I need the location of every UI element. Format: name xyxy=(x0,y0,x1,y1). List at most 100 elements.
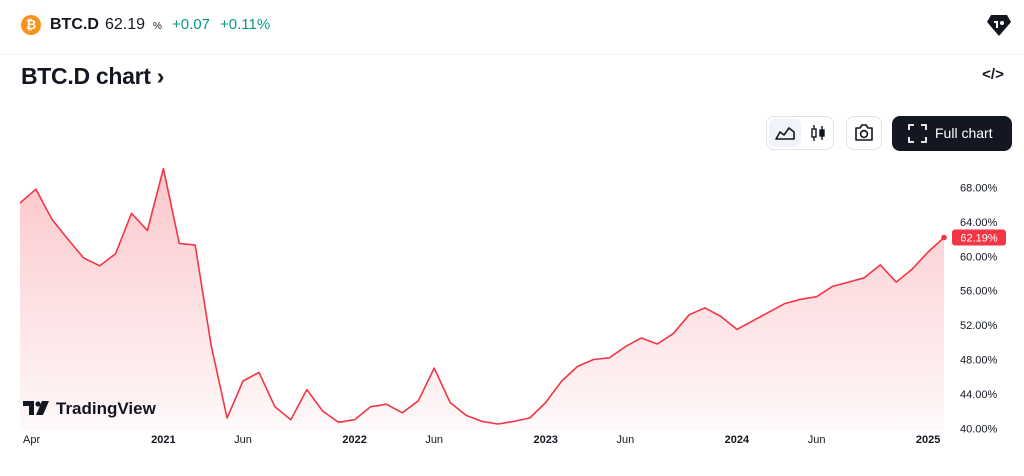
data-point xyxy=(480,419,484,423)
data-point xyxy=(161,166,165,170)
bitcoin-icon: ₿ xyxy=(21,15,41,35)
x-tick-label: Jun xyxy=(425,434,443,446)
data-point xyxy=(607,356,611,360)
data-point xyxy=(193,243,197,247)
data-point xyxy=(400,411,404,415)
last-value-label: 62.19% xyxy=(960,233,998,245)
data-point xyxy=(751,319,755,323)
chevron-right-icon: › xyxy=(156,63,165,89)
data-point xyxy=(113,252,117,256)
data-point xyxy=(448,400,452,404)
price-change: +0.07 xyxy=(172,16,210,33)
data-point xyxy=(129,211,133,215)
data-point xyxy=(82,256,86,260)
data-point xyxy=(98,264,102,268)
data-point xyxy=(368,405,372,409)
data-point xyxy=(66,237,70,241)
last-price: 62.19 xyxy=(105,16,146,33)
candles-chart-button[interactable] xyxy=(803,119,833,147)
tradingview-badge-icon[interactable] xyxy=(986,13,1012,37)
data-point xyxy=(671,332,675,336)
data-point xyxy=(910,267,914,271)
data-point xyxy=(719,314,723,318)
y-tick-label: 64.00% xyxy=(960,217,998,229)
y-tick-label: 68.00% xyxy=(960,183,998,195)
data-point xyxy=(591,357,595,361)
data-point xyxy=(145,228,149,232)
data-point xyxy=(512,419,516,423)
symbol-name[interactable]: BTC.D xyxy=(50,16,99,33)
data-point xyxy=(34,187,38,191)
data-point xyxy=(241,379,245,383)
full-chart-button[interactable]: Full chart xyxy=(892,116,1012,151)
x-tick-label: 2024 xyxy=(725,434,750,446)
price-unit: % xyxy=(153,21,162,32)
data-point xyxy=(305,387,309,391)
data-point xyxy=(273,405,277,409)
full-chart-label: Full chart xyxy=(935,125,993,141)
x-tick-label: Apr xyxy=(23,434,40,446)
data-point xyxy=(655,342,659,346)
fullscreen-icon xyxy=(908,124,927,143)
data-point xyxy=(209,344,213,348)
data-point xyxy=(384,402,388,406)
btc-dominance-area-chart[interactable]: 68.00% 64.00% 60.00% 56.00% 52.00% 48.00% 44.0… xyxy=(0,160,1024,476)
data-point xyxy=(862,276,866,280)
area-chart-icon xyxy=(775,127,795,140)
candles-icon xyxy=(811,125,825,141)
data-point xyxy=(336,420,340,424)
data-point xyxy=(639,336,643,340)
data-point xyxy=(830,284,834,288)
tradingview-logo-icon xyxy=(23,401,49,415)
tradingview-wordmark: TradingView xyxy=(56,399,156,418)
area-chart-button[interactable] xyxy=(769,119,801,147)
data-point xyxy=(783,301,787,305)
data-point xyxy=(416,399,420,403)
y-tick-label: 56.00% xyxy=(960,286,998,298)
data-point xyxy=(623,344,627,348)
data-point xyxy=(767,310,771,314)
x-tick-label: 2025 xyxy=(916,434,940,446)
data-point xyxy=(735,327,739,331)
data-point xyxy=(814,295,818,299)
symbol-header: ₿ BTC.D 62.19 % +0.07 +0.11% xyxy=(0,0,1024,55)
y-tick-label: 44.00% xyxy=(960,389,998,401)
chart-type-switch xyxy=(766,116,834,150)
area-fill xyxy=(20,168,944,430)
chart-title: BTC.D chart xyxy=(21,63,151,89)
last-point xyxy=(941,234,947,241)
data-point xyxy=(225,416,229,420)
embed-code-icon[interactable]: </> xyxy=(982,66,1004,83)
chart-title-link[interactable]: BTC.D chart › xyxy=(21,63,164,90)
data-point xyxy=(894,280,898,284)
x-tick-label: 2021 xyxy=(151,434,175,446)
data-point xyxy=(50,217,54,221)
data-point xyxy=(703,306,707,310)
data-point xyxy=(846,280,850,284)
data-point xyxy=(321,409,325,413)
data-point xyxy=(257,370,261,374)
snapshot-button[interactable] xyxy=(846,116,882,150)
data-point xyxy=(687,313,691,317)
data-point xyxy=(528,416,532,420)
x-tick-label: Jun xyxy=(617,434,635,446)
data-point xyxy=(878,263,882,267)
x-tick-label: 2022 xyxy=(342,434,366,446)
data-point xyxy=(798,297,802,301)
data-point xyxy=(464,413,468,417)
y-tick-label: 52.00% xyxy=(960,320,998,332)
data-point xyxy=(289,418,293,422)
x-tick-label: Jun xyxy=(234,434,252,446)
x-tick-label: 2023 xyxy=(533,434,557,446)
data-point xyxy=(18,201,22,205)
data-point xyxy=(177,241,181,245)
data-point xyxy=(544,400,548,404)
tradingview-watermark: TradingView xyxy=(22,398,156,420)
last-value-badge xyxy=(952,229,1006,246)
series-line xyxy=(19,167,945,425)
data-point xyxy=(575,364,579,368)
data-point xyxy=(432,366,436,370)
y-tick-label: 48.00% xyxy=(960,355,998,367)
data-point xyxy=(352,418,356,422)
x-tick-label: Jun xyxy=(808,434,826,446)
